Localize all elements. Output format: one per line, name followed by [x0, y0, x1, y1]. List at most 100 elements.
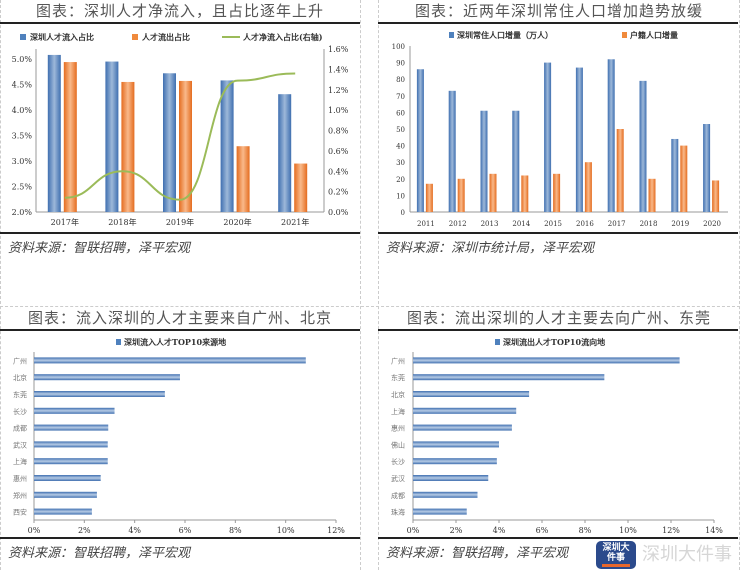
- y-tick-label: 东莞: [13, 390, 27, 399]
- y-tick-label: 广州: [391, 356, 405, 365]
- x-tick-label: 2019: [671, 220, 689, 228]
- bar-resident-increase: [607, 59, 615, 212]
- x-tick-label: 2%: [78, 526, 91, 535]
- bar-hukou-increase: [648, 178, 656, 212]
- bar-resident-increase: [671, 138, 679, 212]
- x-tick-label: 0%: [407, 526, 420, 535]
- y-tick-label-left: 3.0%: [12, 157, 33, 166]
- bar-outflow: [294, 163, 308, 212]
- bar-1: [34, 374, 180, 381]
- bar-2: [34, 391, 165, 397]
- x-tick-label: 12%: [327, 526, 345, 535]
- x-tick-label: 2015: [544, 220, 562, 228]
- x-tick-label: 6%: [536, 526, 549, 535]
- bar-4: [413, 424, 512, 431]
- y-tick-label: 惠州: [391, 424, 405, 433]
- bar-1: [413, 374, 605, 381]
- y-tick-label: 0: [401, 209, 405, 217]
- y-tick-label-left: 3.5%: [12, 132, 33, 141]
- y-tick-label-right: 0.8%: [328, 127, 349, 136]
- y-tick-label-right: 0.2%: [328, 188, 349, 197]
- x-tick-label: 8%: [579, 526, 592, 535]
- bar-resident-increase: [448, 90, 456, 212]
- bar-7: [34, 475, 101, 481]
- y-tick-label: 30: [396, 159, 405, 167]
- bar-3: [413, 407, 517, 414]
- bar-8: [413, 491, 478, 498]
- y-tick-label: 珠海: [391, 508, 405, 517]
- bar-9: [413, 508, 467, 515]
- bar-hukou-increase: [457, 178, 465, 212]
- source-note: 资料来源：智联招聘，泽平宏观: [8, 241, 191, 256]
- chart-title: 图表：深圳人才净流入，且占比逐年上升: [35, 2, 324, 20]
- y-tick-label: 北京: [13, 373, 27, 382]
- y-tick-label: 60: [396, 109, 405, 117]
- x-tick-label: 14%: [705, 526, 723, 535]
- bar-resident-increase: [703, 124, 711, 212]
- title-rule: [378, 329, 738, 331]
- y-tick-label: 郑州: [13, 492, 27, 500]
- x-tick-label: 2018年: [108, 217, 136, 227]
- legend-label: 户籍人口增量: [630, 30, 678, 40]
- y-tick-label: 10: [396, 192, 405, 200]
- watermark-text: 深圳大件事: [642, 544, 732, 565]
- y-tick-label: 40: [396, 143, 405, 151]
- y-tick-label: 东莞: [391, 373, 405, 382]
- legend-swatch: [20, 34, 26, 40]
- y-tick-label: 成都: [391, 491, 405, 500]
- y-tick-label-left: 5.0%: [12, 55, 33, 64]
- y-tick-label-right: 1.4%: [328, 65, 349, 74]
- legend-label: 深圳人才流入占比: [30, 32, 94, 42]
- bar-resident-increase: [512, 110, 520, 212]
- x-tick-label: 2%: [450, 526, 463, 535]
- bar-4: [34, 424, 109, 431]
- bar-hukou-increase: [712, 180, 720, 212]
- bar-outflow: [236, 146, 250, 212]
- title-rule: [378, 22, 738, 24]
- bar-hukou-increase: [521, 175, 529, 212]
- y-tick-label: 佛山: [391, 440, 405, 449]
- source-note: 资料来源：智联招聘，泽平宏观: [386, 546, 569, 561]
- bar-outflow: [121, 81, 135, 212]
- bar-8: [34, 491, 97, 498]
- x-tick-label: 2018: [640, 220, 658, 228]
- y-tick-label-right: 0.0%: [328, 208, 349, 217]
- bar-hukou-increase: [489, 173, 497, 212]
- x-tick-label: 12%: [662, 526, 680, 535]
- y-tick-label-right: 0.6%: [328, 147, 349, 156]
- y-tick-label-left: 4.5%: [12, 81, 33, 90]
- legend-label: 人才净流入占比(右轴): [243, 32, 323, 42]
- y-tick-label-left: 2.0%: [12, 208, 33, 217]
- source-rule: [0, 232, 360, 234]
- y-tick-label: 90: [396, 60, 405, 68]
- bar-inflow: [278, 94, 292, 212]
- watermark-logo: 深圳大件事: [596, 541, 636, 569]
- bar-resident-increase: [639, 80, 647, 212]
- x-tick-label: 2013: [481, 220, 499, 228]
- y-tick-label: 惠州: [13, 474, 27, 483]
- legend-swatch: [622, 32, 627, 38]
- logo-text: 深圳大件事: [602, 543, 630, 563]
- divider: [0, 0, 1, 570]
- source-rule: [378, 232, 738, 234]
- bar-hukou-increase: [680, 145, 688, 212]
- y-tick-label-right: 1.2%: [328, 86, 349, 95]
- divider: [360, 0, 361, 570]
- y-tick-label-left: 2.5%: [12, 183, 33, 192]
- bar-0: [34, 357, 306, 364]
- y-tick-label: 70: [396, 93, 405, 101]
- chart-title: 图表：近两年深圳常住人口增加趋势放缓: [414, 2, 703, 20]
- y-tick-label-right: 1.6%: [328, 45, 349, 54]
- bar-hukou-increase: [616, 129, 624, 212]
- legend-label: 人才流出占比: [142, 32, 190, 42]
- x-tick-label: 2020: [703, 220, 721, 228]
- y-tick-label: 100: [392, 43, 405, 51]
- x-tick-label: 2019年: [166, 217, 194, 227]
- bar-inflow: [105, 61, 119, 212]
- bar-5: [413, 441, 499, 448]
- y-tick-label: 50: [396, 126, 405, 134]
- x-tick-label: 6%: [179, 526, 192, 535]
- legend-swatch: [132, 34, 138, 40]
- chart-title: 图表：流出深圳的人才主要去向广州、东莞: [406, 309, 711, 327]
